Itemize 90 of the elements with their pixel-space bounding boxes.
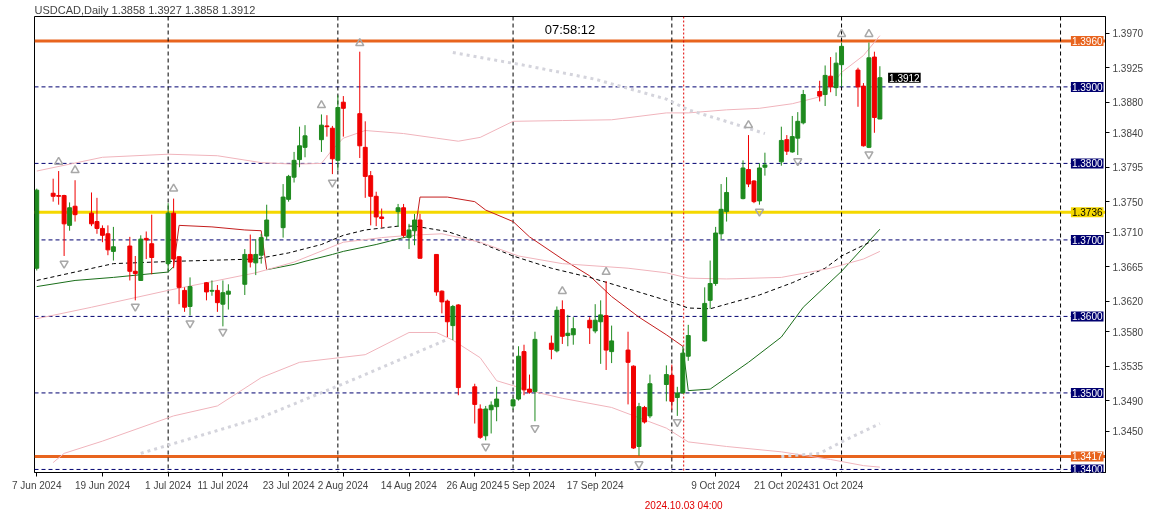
point xyxy=(743,119,754,129)
point xyxy=(601,266,611,276)
point xyxy=(530,425,540,434)
point xyxy=(70,164,80,174)
ref-line-label: 1.3800 xyxy=(1071,158,1103,170)
ref-line-label: 1.3417 xyxy=(1071,451,1103,463)
point xyxy=(355,37,365,47)
point xyxy=(793,158,803,167)
candlestick xyxy=(247,234,253,268)
point xyxy=(53,156,64,165)
annotation: 07:58:12 xyxy=(544,21,596,37)
point xyxy=(316,99,327,109)
ref-line-label: 1.3700 xyxy=(1071,234,1103,246)
line-series xyxy=(52,331,881,468)
candlestick xyxy=(587,316,593,345)
candlestick xyxy=(778,126,784,167)
x-tick-label: 1 Jul 2024 xyxy=(145,479,192,491)
candlestick xyxy=(822,64,828,107)
y-tick-label: 1.3880 xyxy=(1112,97,1144,109)
x-tick-label: 17 Sep 2024 xyxy=(566,479,624,491)
chart-title: USDCAD,Daily 1.3858 1.3927 1.3858 1.3912 xyxy=(34,3,256,16)
point xyxy=(836,28,847,38)
x-tick-label: 19 Jun 2024 xyxy=(74,479,131,491)
candlestick xyxy=(214,284,220,313)
ref-line-label: 1.3736 xyxy=(1071,207,1103,219)
candlestick xyxy=(324,114,330,138)
y-tick-label: 1.3750 xyxy=(1112,196,1144,208)
candlestick xyxy=(817,80,823,102)
candlestick xyxy=(110,226,116,262)
y-tick-label: 1.3795 xyxy=(1112,162,1144,174)
x-tick-label: 2 Aug 2024 xyxy=(317,479,369,491)
line-series xyxy=(779,422,882,458)
candlestick xyxy=(663,364,669,402)
y-tick-label: 1.3490 xyxy=(1112,395,1144,407)
candlestick xyxy=(548,335,554,360)
x-tick-label: 26 Aug 2024 xyxy=(446,479,503,491)
point xyxy=(327,179,338,188)
candlestick xyxy=(609,325,615,364)
y-tick-label: 1.3535 xyxy=(1112,361,1144,373)
point xyxy=(185,320,195,329)
candlestick xyxy=(182,286,188,313)
y-tick-label: 1.3665 xyxy=(1112,261,1144,273)
candlestick xyxy=(264,204,270,241)
candlestick xyxy=(784,134,790,156)
candlestick xyxy=(318,113,324,153)
ref-line-label: 1.3600 xyxy=(1071,311,1103,323)
x-tick-label: 7 Jun 2024 xyxy=(12,479,62,491)
x-tick-label: 11 Jul 2024 xyxy=(197,479,249,491)
candlestick xyxy=(450,304,456,341)
y-tick-label: 1.3620 xyxy=(1112,296,1144,308)
ref-line-label: 1.3900 xyxy=(1071,81,1103,93)
y-tick-label: 1.3970 xyxy=(1112,28,1144,40)
point xyxy=(130,303,141,312)
candlestick xyxy=(340,95,346,138)
candlestick xyxy=(625,331,631,405)
y-tick-label: 1.3925 xyxy=(1112,62,1144,74)
point xyxy=(754,208,765,217)
y-tick-label: 1.3710 xyxy=(1112,227,1144,239)
candlestick xyxy=(149,214,155,275)
point xyxy=(864,28,874,38)
annotation: 1.3912 xyxy=(889,72,921,84)
candlestick xyxy=(395,203,401,228)
candlestick xyxy=(828,56,834,93)
y-tick-label: 1.3450 xyxy=(1112,426,1144,438)
x-tick-label: 31 Oct 2024 xyxy=(808,479,864,491)
candlestick xyxy=(472,383,478,425)
x-tick-label: 9 Oct 2024 xyxy=(691,479,741,491)
y-tick-label: 1.3580 xyxy=(1112,326,1144,338)
line-series xyxy=(451,50,767,136)
ref-line-label: 1.3500 xyxy=(1071,387,1103,399)
point xyxy=(59,260,69,269)
candlestick xyxy=(143,230,149,260)
point xyxy=(218,328,228,338)
ref-line-label: 1.3960 xyxy=(1071,35,1103,47)
candlestick xyxy=(209,279,215,297)
point xyxy=(168,183,179,192)
point xyxy=(557,285,568,295)
candlestick xyxy=(67,201,73,232)
x-tick-label: 23 Jul 2024 xyxy=(262,479,315,491)
point xyxy=(864,151,874,160)
x-tick-label: 21 Oct 2024 xyxy=(754,479,810,491)
point xyxy=(634,461,644,470)
x-tick-label: 14 Aug 2024 xyxy=(380,479,438,491)
candlestick xyxy=(187,276,193,317)
y-tick-label: 1.3840 xyxy=(1112,127,1144,139)
x-tick-label: 5 Sep 2024 xyxy=(503,479,556,491)
point xyxy=(672,418,683,428)
ref-line-label: 2024.10.03 04:00 xyxy=(644,499,724,511)
candlestick xyxy=(72,179,78,223)
point xyxy=(480,443,491,452)
